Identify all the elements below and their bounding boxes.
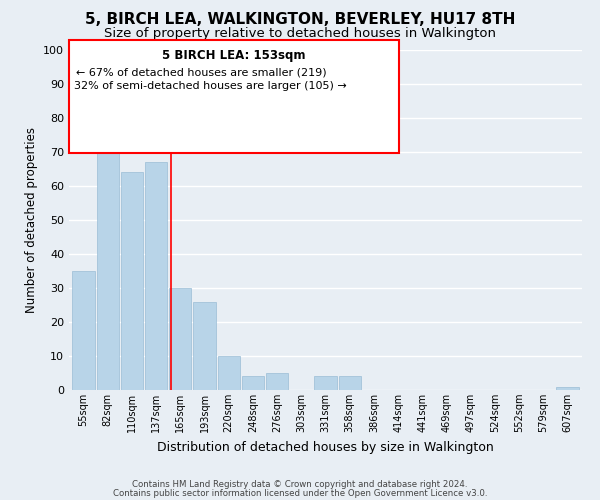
Text: 32% of semi-detached houses are larger (105) →: 32% of semi-detached houses are larger (… xyxy=(74,82,347,92)
Text: Size of property relative to detached houses in Walkington: Size of property relative to detached ho… xyxy=(104,28,496,40)
Bar xyxy=(314,376,337,390)
Bar xyxy=(145,162,167,390)
Text: Contains HM Land Registry data © Crown copyright and database right 2024.: Contains HM Land Registry data © Crown c… xyxy=(132,480,468,489)
Bar xyxy=(218,356,240,390)
Text: 5 BIRCH LEA: 153sqm: 5 BIRCH LEA: 153sqm xyxy=(162,49,306,62)
X-axis label: Distribution of detached houses by size in Walkington: Distribution of detached houses by size … xyxy=(157,440,494,454)
Bar xyxy=(169,288,191,390)
Y-axis label: Number of detached properties: Number of detached properties xyxy=(25,127,38,313)
Bar xyxy=(121,172,143,390)
Bar xyxy=(266,373,288,390)
Text: 5, BIRCH LEA, WALKINGTON, BEVERLEY, HU17 8TH: 5, BIRCH LEA, WALKINGTON, BEVERLEY, HU17… xyxy=(85,12,515,28)
Bar xyxy=(338,376,361,390)
Bar xyxy=(97,111,119,390)
Text: Contains public sector information licensed under the Open Government Licence v3: Contains public sector information licen… xyxy=(113,488,487,498)
Text: ← 67% of detached houses are smaller (219): ← 67% of detached houses are smaller (21… xyxy=(76,68,327,78)
Bar xyxy=(556,386,578,390)
Bar xyxy=(242,376,264,390)
Bar xyxy=(193,302,215,390)
Bar xyxy=(73,271,95,390)
